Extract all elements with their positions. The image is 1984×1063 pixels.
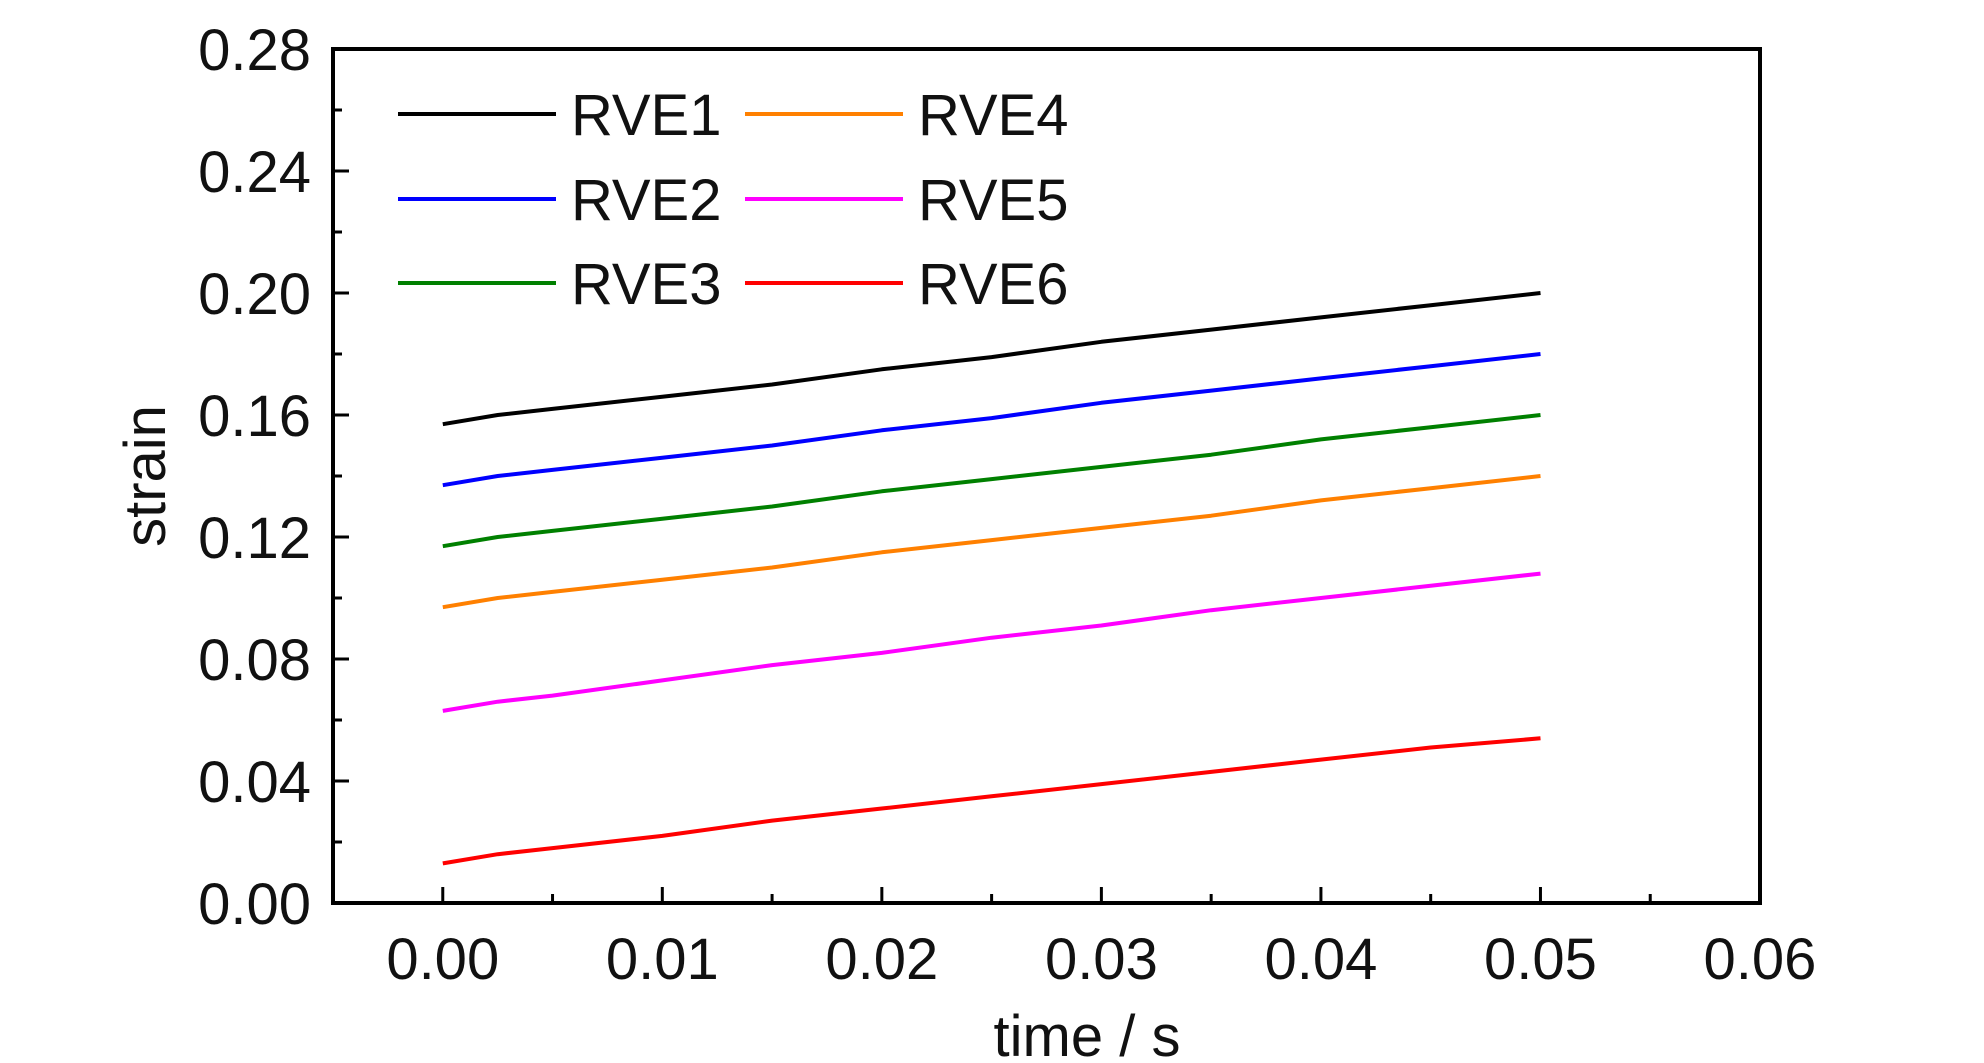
- y-tick-label: 0.04: [198, 750, 311, 815]
- x-tick-label: 0.01: [606, 927, 719, 992]
- x-tick-label: 0.05: [1484, 927, 1597, 992]
- y-tick-label: 0.16: [198, 384, 311, 449]
- x-tick-label: 0.02: [825, 927, 938, 992]
- ticks-layer: 0.00 0.01 0.02 0.03 0.04 0.05 0.06 0.00 0.04 0.08…: [198, 18, 1816, 992]
- series-line-rve5: [442, 571, 1541, 713]
- y-tick-label: 0.00: [198, 872, 311, 937]
- x-tick-label: 0.00: [386, 927, 499, 992]
- y-axis-title: strain: [113, 405, 178, 547]
- series-line-rve6: [442, 736, 1541, 866]
- x-tick-label: 0.06: [1704, 927, 1817, 992]
- x-tick-label: 0.03: [1045, 927, 1158, 992]
- legend: RVE1 RVE2 RVE3 RVE4 RVE5 RVE6: [398, 83, 1068, 317]
- x-tick-label: 0.04: [1264, 927, 1377, 992]
- y-tick-label: 0.20: [198, 262, 311, 327]
- legend-label: RVE3: [571, 252, 721, 317]
- legend-label: RVE2: [571, 168, 721, 233]
- legend-label: RVE4: [918, 83, 1068, 148]
- y-tick-label: 0.12: [198, 506, 311, 571]
- series-line-rve3: [442, 413, 1541, 549]
- y-tick-label: 0.28: [198, 18, 311, 83]
- y-tick-label: 0.08: [198, 628, 311, 693]
- legend-label: RVE5: [918, 168, 1068, 233]
- series-line-rve4: [442, 474, 1541, 610]
- legend-label: RVE1: [571, 83, 721, 148]
- y-tick-label: 0.24: [198, 140, 311, 205]
- series-layer: [442, 291, 1541, 866]
- series-line-rve2: [442, 352, 1541, 488]
- x-axis-title: time / s: [994, 1004, 1181, 1063]
- series-line-rve1: [442, 291, 1541, 427]
- legend-label: RVE6: [918, 252, 1068, 317]
